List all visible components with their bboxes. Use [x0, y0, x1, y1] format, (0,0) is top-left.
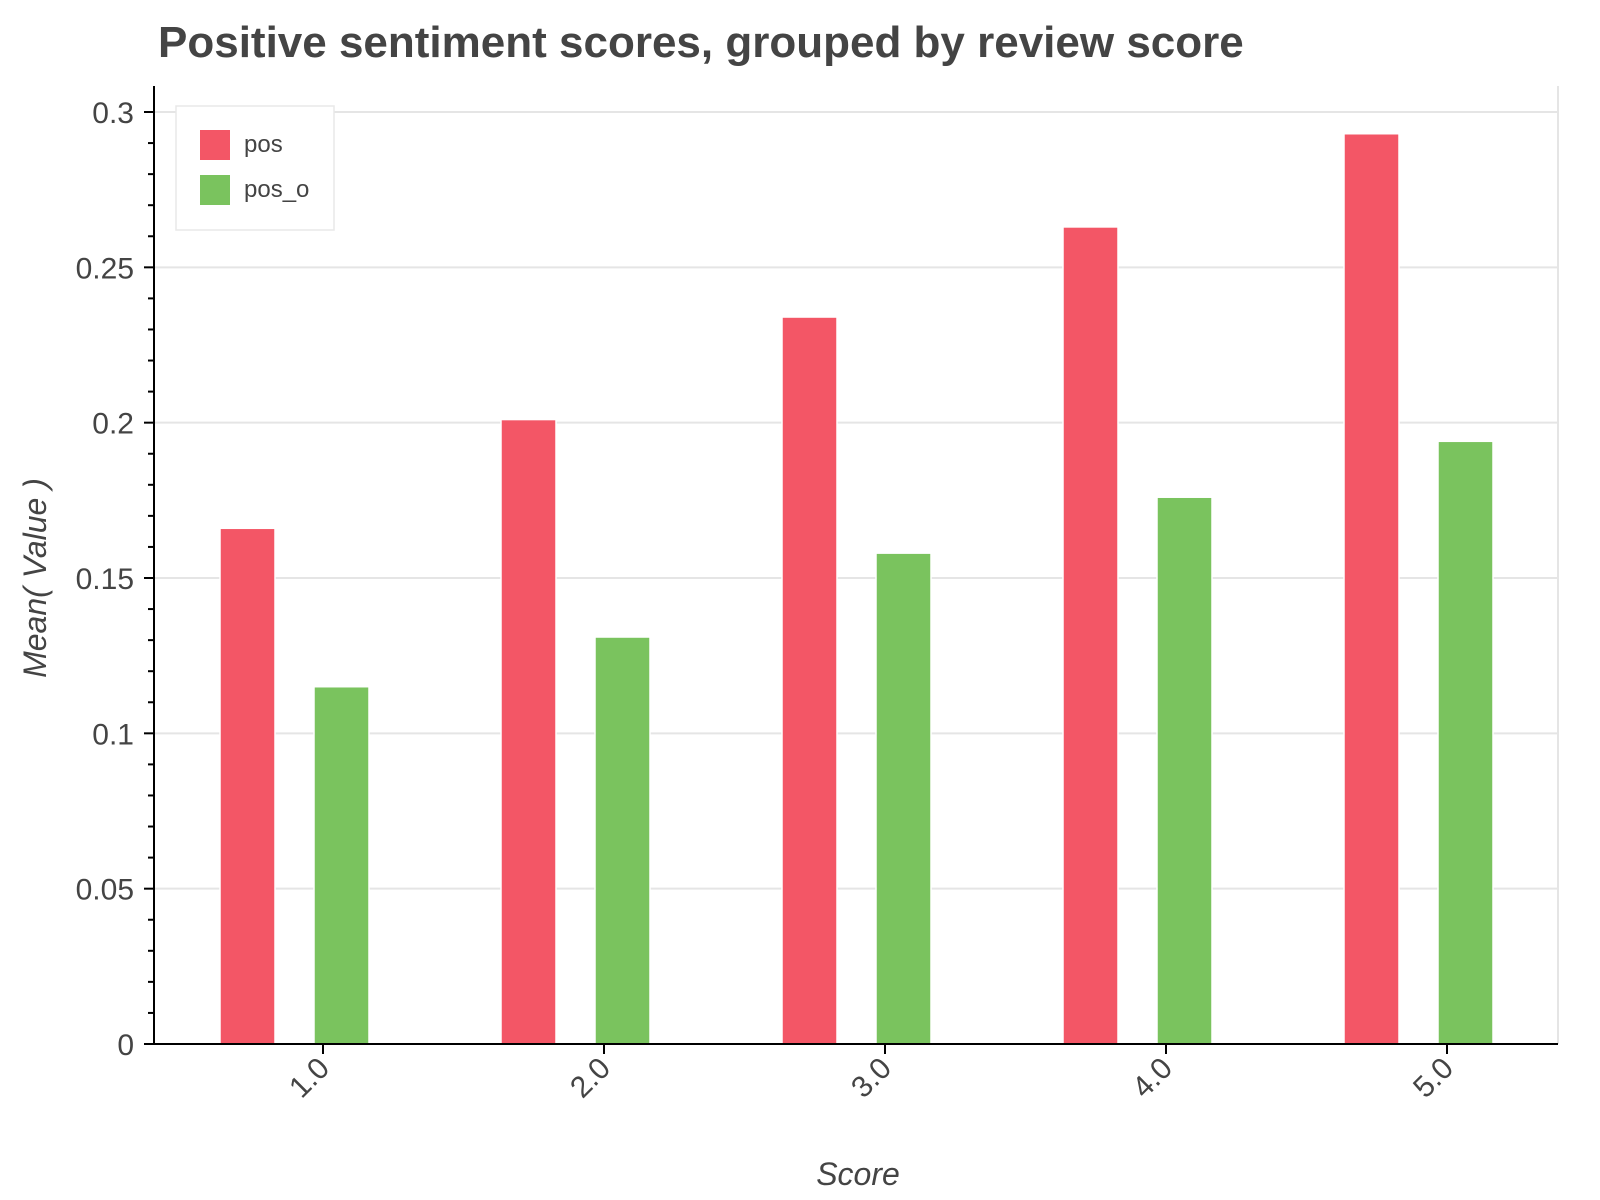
legend: pos pos_o: [175, 105, 335, 231]
legend-swatch-pos: [200, 130, 230, 160]
y-tick-label: 0.15: [76, 563, 134, 596]
y-tick-label: 0.1: [92, 718, 134, 751]
y-tick-label: 0.25: [76, 252, 134, 285]
legend-swatch-pos_o: [200, 175, 230, 205]
x-tick-label: 1.0: [283, 1052, 336, 1105]
bar-pos-2.0: [500, 418, 557, 1045]
bar-pos_o-1.0: [313, 685, 370, 1045]
grid-lines: [154, 86, 1559, 1044]
legend-box: [175, 105, 335, 231]
bar-pos-5.0: [1343, 132, 1400, 1045]
bars: [219, 132, 1494, 1045]
bar-pos_o-5.0: [1437, 440, 1494, 1045]
axes: [144, 86, 1558, 1054]
bar-pos-3.0: [781, 316, 838, 1045]
x-axis-title: Score: [816, 1156, 900, 1192]
y-axis-title: Mean( Value ): [17, 478, 53, 678]
legend-label-pos_o: pos_o: [244, 176, 309, 203]
bar-pos-4.0: [1062, 226, 1119, 1045]
tick-labels: 0 0.05 0.1 0.15 0.2 0.25 0.3 1.0 2.0 3.0 4.0 5.0: [76, 97, 1460, 1104]
x-tick-label: 3.0: [845, 1052, 898, 1105]
legend-label-pos: pos: [244, 131, 283, 158]
x-tick-label: 2.0: [564, 1052, 617, 1105]
x-tick-label: 5.0: [1407, 1052, 1460, 1105]
x-tick-label: 4.0: [1126, 1052, 1179, 1105]
bar-pos-1.0: [219, 527, 276, 1045]
y-tick-label: 0.3: [92, 97, 134, 130]
y-tick-label: 0: [117, 1029, 134, 1062]
chart-title: Positive sentiment scores, grouped by re…: [158, 18, 1244, 67]
y-tick-label: 0.05: [76, 874, 134, 907]
bar-pos_o-3.0: [875, 552, 932, 1045]
bar-pos_o-2.0: [594, 636, 651, 1045]
y-tick-label: 0.2: [92, 408, 134, 441]
bar-pos_o-4.0: [1156, 496, 1213, 1045]
